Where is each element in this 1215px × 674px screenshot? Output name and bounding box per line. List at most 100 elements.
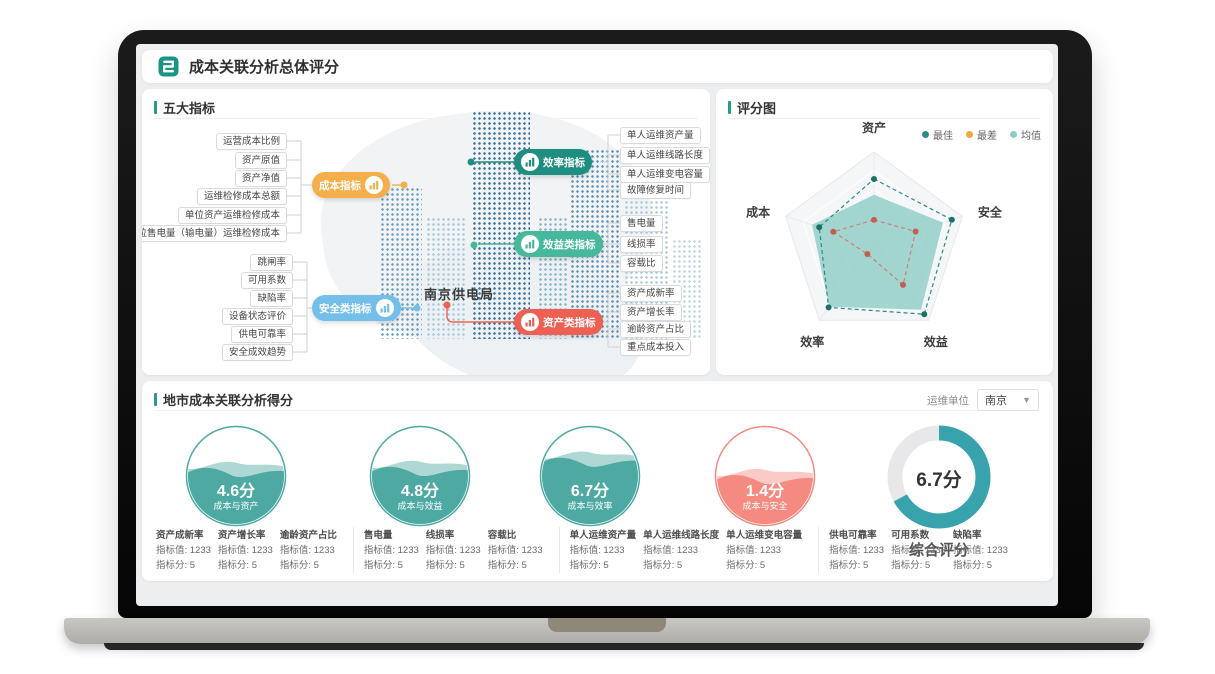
indicator-leaf[interactable]: 缺陷率 — [250, 290, 293, 307]
node-cost[interactable]: 成本指标 — [312, 172, 390, 198]
unit-label: 运维单位 — [927, 394, 969, 407]
indicator-leaf[interactable]: 资产增长率 — [620, 304, 682, 321]
indicator-leaf[interactable]: 线损率 — [620, 236, 663, 253]
stat-col: 资产成新率 指标值: 1233 指标分: 5 — [156, 530, 211, 571]
stats-group: 供电可靠率 指标值: 1233 指标分: 5 可用系数 指标值: 1233 指标分: 5… — [818, 527, 1015, 574]
title-marker — [154, 101, 157, 114]
stat-col: 可用系数 指标值: 1233 指标分: 5 — [891, 530, 947, 571]
bar-chart-icon — [521, 153, 539, 171]
legend-dot — [1010, 131, 1017, 138]
indicator-leaf[interactable]: 单位售电量（输电量）运维检修成本 — [142, 225, 287, 242]
legend-label: 最佳 — [933, 131, 953, 142]
gauge-value: 6.7分 — [570, 483, 610, 500]
stat-col: 单人运维资产量 指标值: 1233 指标分: 5 — [569, 530, 637, 571]
stat-col: 线损率 指标值: 1233 指标分: 5 — [425, 530, 481, 571]
legend-item[interactable]: 最佳 — [922, 127, 953, 142]
page-title: 成本关联分析总体评分 — [189, 59, 340, 76]
svg-text:成本: 成本 — [746, 205, 770, 220]
node-asset[interactable]: 资产类指标 — [514, 309, 603, 335]
gauge-cost-safety: 1.4分 成本与安全 — [714, 425, 816, 527]
indicator-leaf[interactable]: 安全成效趋势 — [221, 344, 293, 361]
unit-select[interactable]: 南京 ▼ — [977, 389, 1039, 411]
stat-col: 售电量 指标值: 1233 指标分: 5 — [363, 530, 419, 571]
bar-chart-icon — [375, 299, 394, 317]
gauge-label: 成本与资产 — [213, 501, 259, 511]
overall-score-value: 6.7分 — [916, 470, 962, 491]
indicator-leaf[interactable]: 单人运维资产量 — [620, 127, 701, 144]
panel-title: 地市成本关联分析得分 — [154, 390, 293, 409]
indicator-leaf[interactable]: 资产原值 — [234, 152, 287, 169]
chart-legend: 最佳 最差 均值 — [922, 127, 1041, 142]
chevron-down-icon: ▼ — [1022, 395, 1031, 405]
gauge-cost-asset: 4.6分 成本与资产 — [185, 425, 287, 527]
stat-col: 单人运维线路长度 指标值: 1233 指标分: 5 — [643, 530, 720, 571]
indicator-leaf[interactable]: 资产成新率 — [620, 285, 682, 302]
svg-text:效益: 效益 — [924, 334, 948, 349]
gauge-label: 成本与效率 — [567, 501, 613, 511]
indicator-leaf[interactable]: 单位资产运维检修成本 — [177, 207, 287, 224]
title-marker — [728, 101, 731, 114]
app-header: 成本关联分析总体评分 — [142, 50, 1053, 83]
stat-col: 缺陷率 指标值: 1233 指标分: 5 — [953, 530, 1008, 571]
gauge-label: 成本与效益 — [397, 501, 443, 511]
bar-chart-icon — [521, 235, 539, 253]
node-benefit[interactable]: 效益类指标 — [514, 231, 603, 257]
bar-chart-icon — [365, 176, 383, 194]
panel-title: 五大指标 — [154, 98, 215, 117]
overall-score-label: 综合评分 — [908, 542, 969, 559]
laptop-bottom-edge — [104, 643, 1144, 650]
indicator-leaf[interactable]: 重点成本投入 — [620, 339, 692, 356]
app-logo-icon — [158, 56, 179, 77]
divider — [728, 118, 1041, 119]
panel-five-indicators: 五大指标 — [142, 89, 710, 375]
indicator-leaf[interactable]: 运营成本比例 — [215, 133, 287, 150]
indicator-leaf[interactable]: 资产净值 — [234, 170, 287, 187]
legend-dot — [922, 131, 929, 138]
gauge-cost-benefit: 4.8分 成本与效益 — [369, 425, 471, 527]
gauge-label: 成本与安全 — [742, 501, 788, 511]
gauge-value: 1.4分 — [745, 483, 785, 500]
stat-col: 容载比 指标值: 1233 指标分: 5 — [487, 530, 543, 571]
node-safety[interactable]: 安全类指标 — [312, 295, 401, 321]
indicator-leaf[interactable]: 单人运维线路长度 — [620, 147, 710, 164]
indicator-leaf[interactable]: 售电量 — [620, 215, 663, 232]
stats-row: 资产成新率 指标值: 1233 指标分: 5 资产增长率 指标值: 1233 指标分: … — [156, 527, 1015, 574]
panel-title: 评分图 — [728, 98, 776, 117]
stats-group: 售电量 指标值: 1233 指标分: 5 线损率 指标值: 1233 指标分: 5 容载… — [352, 527, 550, 574]
legend-label: 最差 — [977, 131, 997, 142]
legend-dot — [966, 131, 973, 138]
indicator-leaf[interactable]: 单人运维变电容量 — [620, 166, 710, 183]
legend-item[interactable]: 均值 — [1010, 127, 1041, 142]
svg-text:安全: 安全 — [978, 205, 1003, 220]
indicator-leaf[interactable]: 设备状态评价 — [221, 308, 293, 325]
indicator-leaf[interactable]: 容载比 — [620, 255, 663, 272]
unit-select-value: 南京 — [985, 395, 1007, 407]
panel-city-scores: 地市成本关联分析得分 运维单位 南京 ▼ 4.6分 成本与资产 — [142, 381, 1053, 581]
indicator-leaf[interactable]: 运维检修成本总额 — [196, 188, 287, 205]
node-efficiency[interactable]: 效率指标 — [514, 149, 592, 175]
stat-col: 供电可靠率 指标值: 1233 指标分: 5 — [829, 530, 885, 571]
indicator-leaf[interactable]: 故障修复时间 — [620, 182, 692, 199]
bar-chart-icon — [521, 313, 539, 331]
indicator-leaf[interactable]: 供电可靠率 — [231, 326, 293, 343]
indicator-leaf[interactable]: 逾龄资产占比 — [620, 321, 692, 338]
overall-score-donut: 6.7分 — [883, 421, 995, 533]
gauge-value: 4.8分 — [400, 483, 440, 500]
gauge-value: 4.6分 — [216, 483, 256, 500]
unit-filter: 运维单位 南京 ▼ — [927, 389, 1039, 411]
stats-group: 单人运维资产量 指标值: 1233 指标分: 5 单人运维线路长度 指标值: 1233… — [558, 527, 810, 574]
center-org-label: 南京供电局 — [423, 287, 494, 302]
stat-col: 单人运维变电容量 指标值: 1233 指标分: 5 — [726, 530, 803, 571]
stats-group: 资产成新率 指标值: 1233 指标分: 5 资产增长率 指标值: 1233 指标分: … — [156, 527, 344, 573]
divider — [154, 410, 1041, 411]
stat-col: 资产增长率 指标值: 1233 指标分: 5 — [217, 530, 273, 571]
indicator-leaf[interactable]: 可用系数 — [240, 272, 293, 289]
gauge-cost-efficiency: 6.7分 成本与效率 — [539, 425, 641, 527]
indicator-leaf[interactable]: 跳闸率 — [250, 254, 293, 271]
legend-label: 均值 — [1021, 131, 1041, 142]
title-marker — [154, 393, 157, 406]
stat-col: 逾龄资产占比 指标值: 1233 指标分: 5 — [279, 530, 337, 571]
laptop-notch — [548, 618, 666, 632]
legend-item[interactable]: 最差 — [966, 127, 997, 142]
